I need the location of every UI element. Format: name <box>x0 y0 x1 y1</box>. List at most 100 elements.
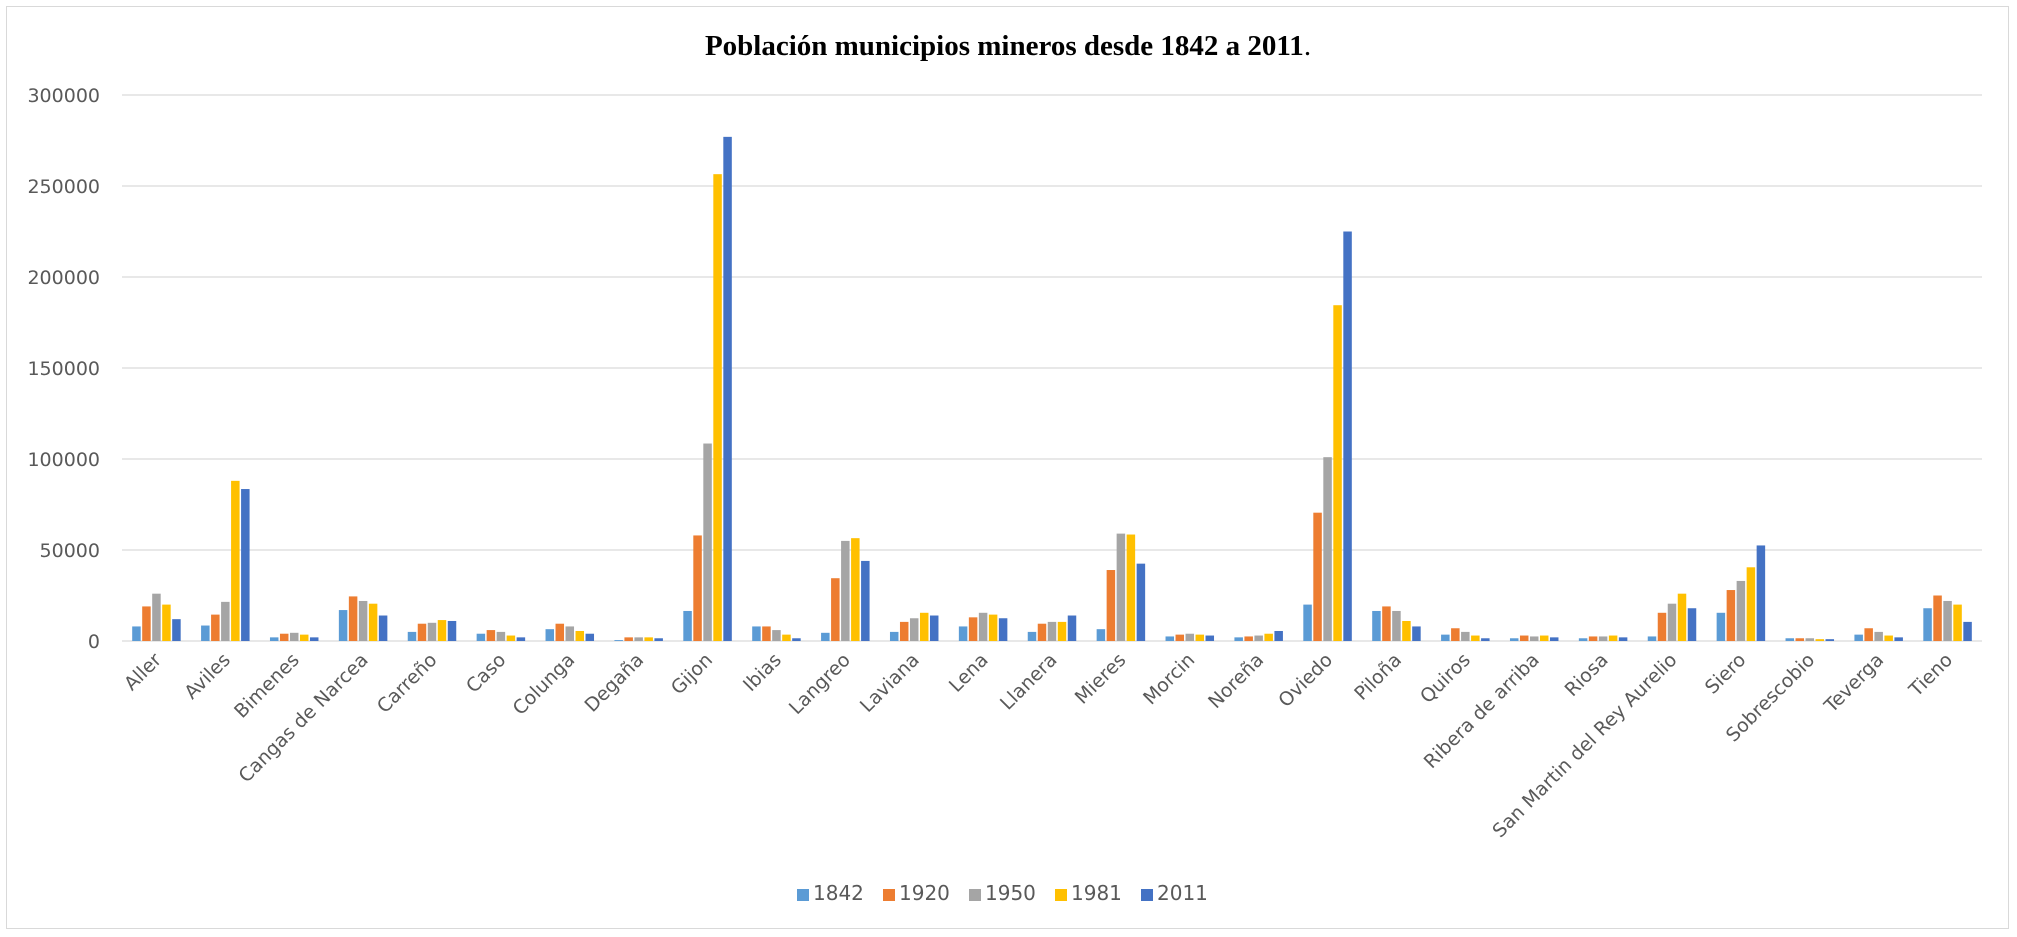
x-tick-label: Aller <box>120 649 166 695</box>
bar-1842-8 <box>614 640 623 641</box>
bar-1981-19 <box>1402 620 1411 641</box>
bar-1920-5 <box>417 623 427 641</box>
bar-1920-25 <box>1795 638 1805 641</box>
bar-1950-18 <box>1323 457 1332 641</box>
bar-1950-1 <box>152 593 161 641</box>
x-tick-label: Degaña <box>581 649 649 717</box>
legend-label: 2011 <box>1157 881 1208 905</box>
bar-1981-12 <box>919 612 929 641</box>
bar-1950-19 <box>1392 610 1401 641</box>
bar-1842-3 <box>269 637 279 641</box>
x-tick-label: Oviedo <box>1274 649 1337 712</box>
bar-1842-26 <box>1854 634 1863 641</box>
bar-1950-21 <box>1529 636 1539 641</box>
bar-2011-23 <box>1687 608 1697 641</box>
bar-1981-10 <box>782 634 791 641</box>
bar-1950-23 <box>1667 603 1677 641</box>
bar-2011-10 <box>792 638 801 641</box>
bar-1981-8 <box>644 637 653 641</box>
x-tick-label: Cangas de Narcea <box>234 649 372 787</box>
bar-2011-15 <box>1136 563 1146 641</box>
y-tick-label: 150000 <box>27 358 100 380</box>
bar-1920-2 <box>211 614 220 641</box>
bar-1950-13 <box>978 612 988 641</box>
bar-1981-3 <box>299 634 309 641</box>
bar-1842-23 <box>1647 636 1657 641</box>
y-tick-label: 250000 <box>27 176 100 198</box>
bar-1920-26 <box>1864 628 1873 641</box>
x-tick-label: Laviana <box>856 649 924 717</box>
bar-1842-5 <box>407 631 417 641</box>
y-tick-label: 0 <box>88 631 100 653</box>
bar-2011-17 <box>1274 630 1283 641</box>
bar-1842-1 <box>132 626 141 641</box>
bar-2011-2 <box>241 489 250 641</box>
bar-1920-17 <box>1244 636 1253 641</box>
bar-1950-12 <box>909 618 919 641</box>
bar-1981-18 <box>1333 305 1342 641</box>
bar-1842-24 <box>1716 612 1726 641</box>
bar-1981-16 <box>1195 634 1205 641</box>
bar-1981-23 <box>1677 593 1687 641</box>
bar-1981-17 <box>1264 633 1273 641</box>
bar-1920-23 <box>1657 612 1667 641</box>
bar-1950-2 <box>221 601 230 641</box>
bar-1920-1 <box>142 606 151 641</box>
bar-1981-15 <box>1126 534 1136 641</box>
x-tick-label: Aviles <box>180 649 235 704</box>
bar-1920-6 <box>486 630 496 641</box>
bar-2011-5 <box>447 620 457 641</box>
bar-2011-1 <box>172 619 181 641</box>
bar-2011-9 <box>723 136 732 642</box>
bar-1950-9 <box>703 443 712 641</box>
bar-1950-3 <box>289 632 299 641</box>
x-tick-label: Caso <box>462 649 510 697</box>
gridlines <box>122 94 1982 642</box>
x-tick-label: Piloña <box>1350 649 1406 705</box>
legend-label: 1950 <box>985 881 1036 905</box>
bar-1842-16 <box>1165 636 1175 641</box>
bar-1950-20 <box>1461 631 1470 641</box>
bar-1981-1 <box>162 604 171 641</box>
bar-1950-17 <box>1254 635 1263 641</box>
bar-1842-6 <box>476 633 486 641</box>
bar-1950-5 <box>427 622 437 641</box>
bar-1920-18 <box>1313 512 1322 641</box>
bar-1981-24 <box>1746 567 1756 641</box>
legend-swatch <box>969 889 981 901</box>
bar-1950-8 <box>634 637 643 641</box>
bar-1950-25 <box>1805 638 1815 641</box>
y-axis-ticks: 0 50000 100000 150000 200000 250000 300000 <box>27 85 100 653</box>
bar-2011-16 <box>1205 635 1215 641</box>
bar-1950-16 <box>1185 633 1195 641</box>
bar-2011-7 <box>585 633 595 641</box>
bar-1920-7 <box>555 623 565 641</box>
bar-1981-22 <box>1608 635 1618 641</box>
legend-swatch <box>1055 889 1067 901</box>
x-tick-label: Mieres <box>1071 649 1131 709</box>
bar-2011-12 <box>929 615 939 641</box>
chart-title: Población municipios mineros desde 1842 … <box>705 30 1311 62</box>
bar-1981-11 <box>851 538 860 641</box>
bar-1920-13 <box>968 617 978 641</box>
bar-1920-19 <box>1382 606 1391 641</box>
bar-2011-24 <box>1756 545 1766 641</box>
legend-swatch <box>883 889 895 901</box>
bar-2011-19 <box>1412 626 1421 641</box>
bar-1842-2 <box>201 625 210 641</box>
bar-1920-12 <box>899 621 909 641</box>
y-tick-label: 300000 <box>27 85 100 107</box>
bar-1842-4 <box>338 610 348 641</box>
bar-1842-14 <box>1027 631 1037 641</box>
bar-1920-21 <box>1519 635 1529 641</box>
bar-1950-15 <box>1116 533 1126 641</box>
bar-1920-20 <box>1451 628 1460 641</box>
bar-1950-4 <box>358 600 368 641</box>
bar-2011-27 <box>1963 621 1972 641</box>
bar-1920-15 <box>1106 570 1116 641</box>
legend-label: 1981 <box>1071 881 1122 905</box>
bars <box>132 136 1972 642</box>
bar-1981-13 <box>988 614 998 641</box>
